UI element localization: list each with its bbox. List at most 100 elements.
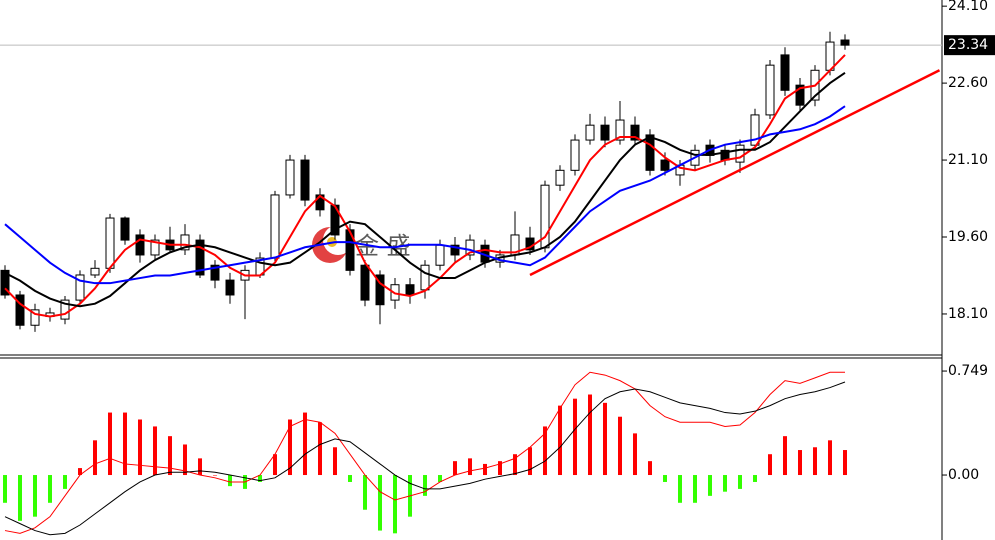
- histogram-bar: [723, 475, 727, 492]
- histogram-bar: [378, 475, 382, 531]
- histogram-bar: [33, 475, 37, 517]
- histogram-bar: [183, 444, 187, 476]
- histogram-bar: [618, 416, 622, 476]
- candle-body: [210, 264, 220, 281]
- candle-body: [30, 309, 40, 326]
- current-price-label: 23.34: [948, 37, 988, 53]
- candle-body: [645, 134, 655, 171]
- candle-body: [405, 284, 415, 296]
- histogram-bar: [333, 447, 337, 476]
- histogram-bar: [753, 475, 757, 482]
- candle-body: [90, 267, 100, 276]
- histogram-bar: [318, 422, 322, 476]
- candle-body: [615, 119, 625, 141]
- histogram-bar: [258, 475, 262, 482]
- candle-body: [840, 39, 850, 46]
- indicator-line: [4, 54, 846, 318]
- histogram-bar: [543, 426, 547, 476]
- indicator-line: [4, 371, 845, 534]
- histogram-bar: [138, 419, 142, 476]
- candle-body: [765, 64, 775, 116]
- candle-body: [105, 217, 115, 269]
- histogram-bar: [498, 461, 502, 476]
- histogram-bar: [213, 475, 217, 476]
- histogram-bar: [528, 447, 532, 476]
- histogram-bar: [663, 475, 667, 482]
- candle-body: [600, 124, 610, 141]
- histogram-bar: [693, 475, 697, 503]
- candle-body: [780, 54, 790, 91]
- histogram-bar: [153, 426, 157, 476]
- candle-body: [465, 239, 475, 256]
- y-tick-label: 0.749: [948, 363, 988, 379]
- candle-body: [660, 159, 670, 171]
- histogram-bar: [678, 475, 682, 503]
- histogram-bar: [48, 475, 52, 503]
- candle-body: [795, 84, 805, 106]
- y-tick-label: 22.60: [948, 75, 988, 91]
- y-tick-label: 24.10: [948, 0, 988, 14]
- candle-body: [435, 244, 445, 266]
- histogram-bar: [483, 463, 487, 476]
- candle-body: [225, 279, 235, 296]
- candle-body: [375, 274, 385, 306]
- candle-body: [150, 239, 160, 256]
- histogram-bar: [273, 454, 277, 476]
- candle-body: [60, 299, 70, 320]
- candle-body: [75, 274, 85, 301]
- histogram-bar: [813, 447, 817, 476]
- candle-body: [735, 144, 745, 163]
- candle-body: [15, 294, 25, 326]
- candle-body: [630, 124, 640, 141]
- histogram-bar: [708, 475, 712, 496]
- indicator-line: [4, 72, 846, 308]
- candle-body: [270, 194, 280, 259]
- candle-body: [180, 234, 190, 251]
- histogram-bar: [168, 436, 172, 476]
- histogram-bar: [3, 475, 7, 503]
- histogram-bar: [573, 398, 577, 476]
- histogram-bar: [78, 468, 82, 476]
- candle-body: [555, 169, 565, 186]
- histogram-bar: [558, 405, 562, 476]
- histogram-bar: [348, 475, 352, 482]
- candle-body: [195, 239, 205, 276]
- histogram-bar: [93, 440, 97, 476]
- indicator-line: [4, 105, 846, 285]
- histogram-bar: [363, 475, 367, 510]
- histogram-bar: [423, 475, 427, 496]
- histogram-bar: [453, 461, 457, 476]
- histogram-bar: [438, 475, 442, 482]
- y-tick-label: 19.60: [948, 229, 988, 245]
- histogram-bar: [198, 458, 202, 476]
- histogram-bar: [288, 419, 292, 476]
- candle-body: [750, 114, 760, 146]
- candle-body: [345, 229, 355, 271]
- candle-body: [120, 217, 130, 241]
- indicator-line: [4, 381, 846, 536]
- histogram-bar: [633, 433, 637, 476]
- y-tick-label: 18.10: [948, 306, 988, 322]
- histogram-bar: [303, 412, 307, 476]
- candle-body: [0, 269, 10, 296]
- histogram-bar: [738, 475, 742, 489]
- histogram-bar: [123, 412, 127, 476]
- candle-body: [285, 159, 295, 196]
- y-tick-label: 0.00: [948, 467, 979, 483]
- histogram-bar: [828, 440, 832, 476]
- histogram-bar: [783, 436, 787, 476]
- histogram-bar: [228, 475, 232, 487]
- histogram-bar: [768, 454, 772, 476]
- candle-body: [360, 264, 370, 301]
- histogram-bar: [393, 475, 397, 534]
- candle-body: [135, 234, 145, 256]
- price-label-box: [944, 35, 995, 56]
- candle-body: [450, 244, 460, 256]
- histogram-bar: [843, 450, 847, 476]
- candle-body: [300, 159, 310, 201]
- candle-body: [585, 124, 595, 141]
- candle-body: [420, 264, 430, 291]
- histogram-bar: [588, 394, 592, 476]
